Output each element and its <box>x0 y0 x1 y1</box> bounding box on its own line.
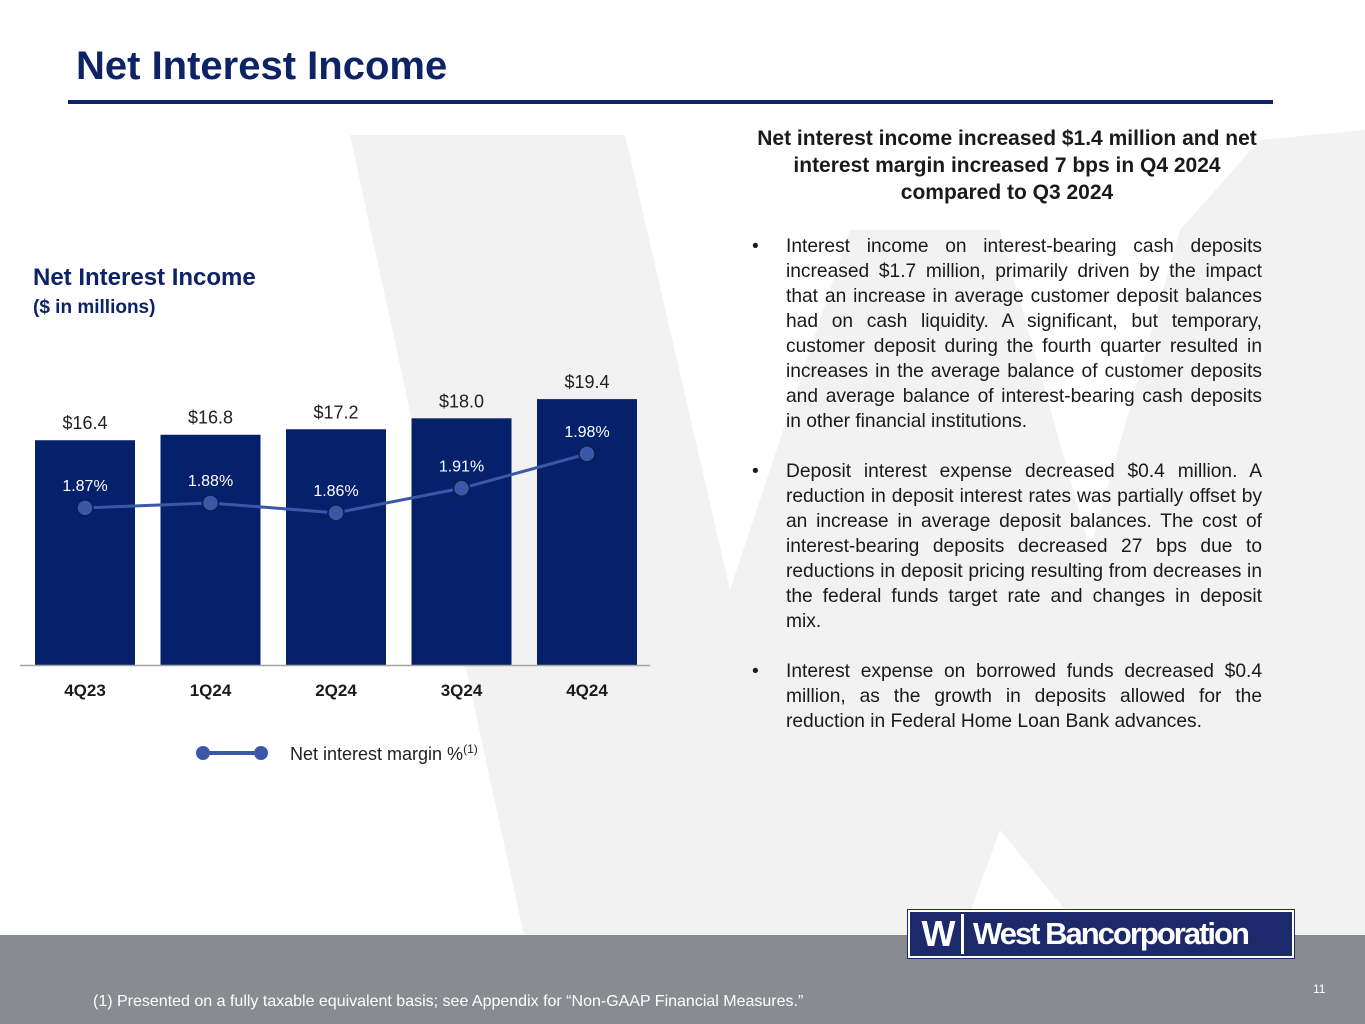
nim-label-2Q24: 1.86% <box>313 483 358 500</box>
bar-value-label-3Q24: $18.0 <box>439 391 484 411</box>
nim-point-4Q24 <box>578 445 596 463</box>
legend-line-swatch <box>196 746 268 760</box>
page-number: 11 <box>1313 982 1326 996</box>
chart-legend: Net interest margin %(1) <box>196 740 478 766</box>
bullet-item: • Deposit interest expense decreased $0.4… <box>752 459 1262 634</box>
company-logo: W West Bancorporation <box>907 909 1295 959</box>
commentary-bullets: • Interest income on interest-bearing cas… <box>752 234 1262 734</box>
bar-value-label-1Q24: $16.8 <box>188 408 233 428</box>
chart-title: Net Interest Income <box>33 264 256 291</box>
bar-value-label-2Q24: $17.2 <box>313 402 358 422</box>
title-divider <box>68 100 1273 104</box>
nim-label-3Q24: 1.91% <box>439 458 484 475</box>
bar-value-label-4Q24: $19.4 <box>564 372 609 392</box>
x-tick-label-4Q24: 4Q24 <box>566 681 608 700</box>
bullet-text: Deposit interest expense decreased $0.4 … <box>786 461 1262 632</box>
nim-label-1Q24: 1.88% <box>188 473 233 490</box>
legend-footnote-marker: (1) <box>463 741 478 756</box>
bullet-text: Interest income on interest-bearing cash… <box>786 236 1262 432</box>
bullet-item: • Interest expense on borrowed funds decr… <box>752 659 1262 734</box>
x-tick-label-2Q24: 2Q24 <box>315 681 357 700</box>
nim-label-4Q24: 1.98% <box>564 424 609 441</box>
legend-label: Net interest margin %(1) <box>290 741 478 764</box>
bullet-dot: • <box>752 461 759 482</box>
x-tick-label-4Q23: 4Q23 <box>64 681 106 700</box>
bullet-dot: • <box>752 661 759 682</box>
bar-4Q23 <box>35 440 135 665</box>
bullet-text: Interest expense on borrowed funds decre… <box>786 661 1262 732</box>
chart-subtitle: ($ in millions) <box>33 297 156 318</box>
net-interest-income-chart: $16.4 4Q23 $16.8 1Q24 $17.2 2Q24 $18.0 3Q24 $19.… <box>20 372 650 700</box>
bar-4Q24 <box>537 399 637 665</box>
logo-w-mark: W <box>913 913 964 954</box>
bar-2Q24 <box>286 429 386 665</box>
nim-point-3Q24 <box>452 479 471 498</box>
nim-label-4Q23: 1.87% <box>62 478 107 495</box>
bar-3Q24 <box>411 418 512 665</box>
x-tick-label-3Q24: 3Q24 <box>441 681 483 700</box>
page-title: Net Interest Income <box>76 44 448 88</box>
bar-value-label-4Q23: $16.4 <box>62 413 107 433</box>
logo-wordmark: West Bancorporation <box>973 916 1250 951</box>
bullet-item: • Interest income on interest-bearing cas… <box>752 234 1262 434</box>
x-tick-label-1Q24: 1Q24 <box>190 681 232 700</box>
nim-point-1Q24 <box>201 494 220 512</box>
bullet-dot: • <box>752 236 759 257</box>
bar-1Q24 <box>160 434 261 665</box>
commentary-panel: Net interest income increased $1.4 milli… <box>752 125 1262 759</box>
watermark-w-background <box>350 130 1365 940</box>
nim-point-4Q23 <box>76 499 94 517</box>
commentary-headline: Net interest income increased $1.4 milli… <box>757 127 1257 204</box>
footnote: (1) Presented on a fully taxable equival… <box>93 993 804 1010</box>
nim-point-2Q24 <box>327 504 345 522</box>
